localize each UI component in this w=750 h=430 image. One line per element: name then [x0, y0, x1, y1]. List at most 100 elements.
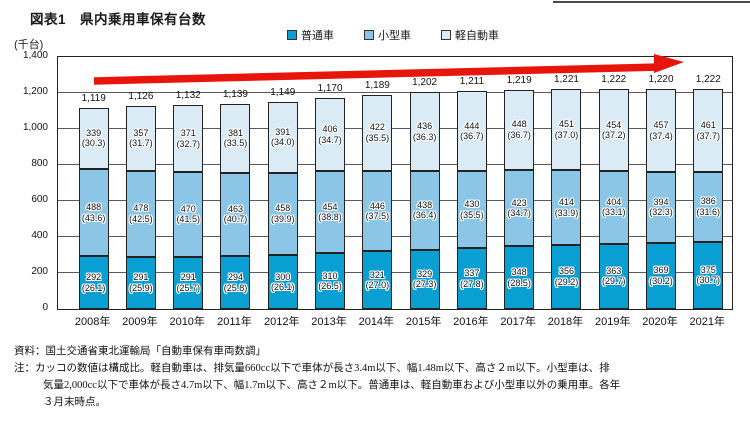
segment-share: (31.7): [129, 138, 153, 149]
bar-2020年: 369 (30.2) 394 (32.3) 457 (37.4): [646, 57, 677, 309]
y-tick-200: 200: [31, 266, 48, 277]
segment-share: (34.7): [507, 208, 531, 219]
segment-value: 292: [86, 272, 102, 283]
y-axis-ticks: 1,400 1,200 1,000 800 600 400 200 0: [0, 50, 51, 313]
legend-swatch-normal-icon: [287, 30, 297, 40]
segment-value: 478: [133, 203, 149, 214]
bar-segment-kei: 371 (32.7): [173, 105, 204, 173]
x-axis-label-2008年: 2008年: [74, 316, 111, 328]
x-axis-label-2018年: 2018年: [547, 316, 584, 328]
segment-share: (36.7): [460, 131, 484, 141]
segment-share: (29.2): [554, 276, 579, 287]
page-top-rule: [553, 1, 750, 3]
bar-segment-kei: 457 (37.4): [646, 89, 677, 172]
segment-share: (33.9): [554, 207, 579, 218]
legend-item-kei: 軽自動車: [441, 27, 499, 43]
segment-share: (36.3): [412, 131, 437, 142]
segment-share: (37.5): [365, 211, 390, 222]
segment-share: (35.5): [365, 132, 390, 143]
segment-value: 457: [653, 120, 669, 131]
segment-share: (36.4): [412, 210, 437, 221]
bar-segment-normal: 363 (29.7): [598, 243, 629, 309]
bar-segment-small: 423 (34.7): [504, 170, 535, 247]
figure-title: 図表1 県内乗用車保有台数: [30, 12, 207, 27]
bar-segment-small: 394 (32.3): [646, 171, 677, 243]
segment-share: (43.6): [81, 212, 106, 223]
segment-value: 406: [322, 124, 338, 135]
legend-label-small: 小型車: [378, 30, 411, 42]
x-axis-label-2009年: 2009年: [122, 316, 158, 328]
bar-segment-normal: 337 (27.8): [456, 248, 487, 309]
bar-slot: 337 (27.8) 430 (35.5) 444 (36.7) 1,211: [448, 57, 495, 309]
bar-2010年: 291 (25.7) 470 (41.5) 371 (32.7): [173, 57, 204, 309]
bar-total-label: 1,219: [506, 74, 532, 86]
bar-segment-normal: 348 (28.5): [504, 246, 535, 309]
segment-share: (35.5): [460, 209, 484, 220]
bar-segment-normal: 294 (25.8): [220, 256, 251, 309]
bar-segment-kei: 454 (37.2): [598, 89, 629, 171]
segment-value: 371: [180, 128, 196, 139]
x-axis-labels: 2008年 2009年 2010年 2011年 2012年 2013年 2014年 2015年…: [57, 313, 731, 329]
bar-slot: 369 (30.2) 394 (32.3) 457 (37.4) 1,220: [637, 57, 684, 309]
bar-total-label: 1,170: [317, 83, 343, 95]
y-tick-1,000: 1,000: [22, 122, 48, 133]
bar-slot: 321 (27.0) 446 (37.5) 422 (35.5) 1,189: [354, 57, 401, 309]
y-axis-unit-label: (千台): [14, 39, 44, 51]
bar-segment-small: 414 (33.9): [551, 170, 582, 245]
bar-segment-normal: 356 (29.2): [551, 244, 582, 309]
gridline-600: [58, 200, 732, 201]
segment-share: (26.5): [318, 281, 342, 292]
segment-value: 294: [227, 272, 243, 283]
segment-share: (32.3): [649, 207, 673, 218]
bar-segment-kei: 461 (37.7): [693, 89, 724, 173]
x-axis-label-2010年: 2010年: [169, 316, 205, 328]
x-axis-label-2021年: 2021年: [689, 316, 726, 328]
bar-total-label: 1,202: [412, 77, 438, 89]
note-line-1: 注：カッコの数値は構成比。軽自動車は、排気量660cc以下で車体が長さ3.4m以…: [14, 363, 610, 374]
bar-segment-kei: 406 (34.7): [315, 98, 346, 172]
bar-total-label: 1,119: [81, 92, 106, 104]
segment-value: 381: [227, 127, 243, 138]
x-axis-label-2016年: 2016年: [453, 316, 489, 328]
legend-item-small: 小型車: [364, 27, 411, 43]
segment-share: (30.7): [696, 275, 721, 286]
segment-share: (33.5): [223, 138, 248, 149]
chart-legend: 普通車 小型車 軽自動車: [287, 27, 499, 43]
figure-footer: 資料：国土交通省東北運輸局「自動車保有車両数調」 注：カッコの数値は構成比。軽自…: [14, 343, 620, 411]
bar-segment-normal: 291 (25.9): [125, 256, 156, 309]
segment-share: (30.3): [81, 138, 106, 149]
segment-share: (32.7): [176, 138, 200, 149]
gridline-1000: [58, 128, 732, 129]
segment-share: (29.7): [601, 276, 626, 287]
segment-value: 329: [417, 268, 433, 279]
segment-value: 458: [275, 203, 291, 214]
segment-share: (41.5): [176, 214, 200, 225]
segment-value: 463: [227, 203, 243, 214]
bar-segment-small: 470 (41.5): [173, 172, 204, 257]
bar-segment-small: 404 (33.1): [598, 170, 629, 244]
bar-segment-small: 458 (39.9): [267, 172, 298, 255]
bar-segment-normal: 375 (30.7): [693, 241, 724, 309]
segment-value: 394: [653, 196, 669, 207]
bar-segment-normal: 292 (26.1): [78, 256, 109, 309]
segment-share: (33.1): [601, 207, 626, 218]
bar-2013年: 310 (26.5) 454 (38.8) 406 (34.7): [315, 57, 346, 309]
bar-segment-small: 454 (38.8): [315, 171, 346, 254]
segment-share: (25.9): [129, 282, 153, 293]
segment-value: 291: [133, 272, 149, 283]
note-line-3: ３月末時点。: [43, 397, 106, 408]
bar-2015年: 329 (27.3) 438 (36.4) 436 (36.3): [409, 57, 440, 309]
segment-value: 470: [180, 203, 196, 214]
bar-total-label: 1,132: [175, 90, 201, 102]
segment-value: 348: [511, 267, 527, 278]
bar-slot: 291 (25.7) 470 (41.5) 371 (32.7) 1,132: [165, 57, 212, 309]
bar-total-label: 1,189: [364, 79, 390, 91]
y-tick-1,400: 1,400: [22, 50, 48, 61]
segment-value: 423: [511, 197, 527, 208]
bar-total-label: 1,139: [222, 89, 248, 101]
gridline-400: [58, 236, 732, 237]
bar-segment-kei: 436 (36.3): [409, 92, 440, 171]
y-tick-0: 0: [42, 302, 48, 313]
segment-share: (27.0): [365, 280, 390, 291]
bar-2019年: 363 (29.7) 404 (33.1) 454 (37.2): [598, 57, 629, 309]
